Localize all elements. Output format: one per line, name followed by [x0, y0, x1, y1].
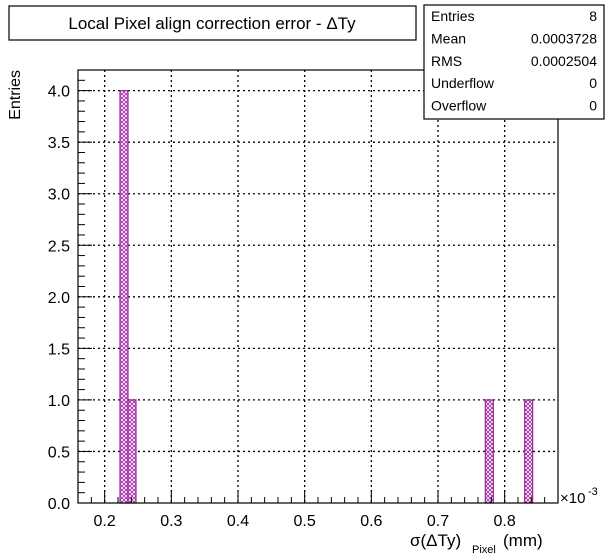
stats-label: Overflow — [431, 98, 487, 114]
x-axis-ticks: 0.2 0.3 0.4 0.5 0.6 0.7 0.8 — [77, 491, 559, 530]
stats-box: Entries 8 Mean 0.0003728 RMS 0.0002504 Underfl… — [423, 4, 605, 120]
stats-value: 0.0003728 — [531, 30, 597, 46]
stats-value: 0.0002504 — [531, 53, 597, 69]
x-exponent-base: ×10 — [560, 490, 585, 507]
y-tick-label: 2.0 — [48, 290, 70, 307]
grid-lines — [78, 70, 558, 503]
y-tick-label: 1.5 — [48, 341, 70, 358]
x-tick-label: 0.5 — [294, 513, 316, 530]
stats-value: 8 — [589, 8, 597, 24]
x-tick-label: 0.3 — [160, 513, 182, 530]
stats-label: RMS — [431, 53, 462, 69]
y-tick-label: 1.0 — [48, 393, 70, 410]
stats-value: 0 — [589, 98, 597, 114]
y-axis-ticks: 0.0 0.5 1.0 1.5 2.0 2.5 3.0 3.5 4.0 — [48, 69, 92, 513]
stats-label: Mean — [431, 30, 466, 46]
x-axis-label-main: σ(ΔTy) — [410, 531, 461, 550]
x-exponent-power: -3 — [588, 486, 598, 498]
x-axis-label-unit: (mm) — [503, 531, 543, 550]
stats-value: 0 — [589, 75, 597, 91]
y-axis-label: Entries — [7, 70, 24, 120]
histogram-bar — [484, 399, 494, 504]
chart-title: Local Pixel align correction error - ΔTy — [68, 14, 356, 33]
x-tick-label: 0.4 — [227, 513, 249, 530]
histogram-bars — [119, 90, 534, 504]
x-tick-label: 0.8 — [494, 513, 516, 530]
histogram-bar — [119, 90, 129, 504]
stats-label: Underflow — [431, 75, 495, 91]
y-tick-label: 0.0 — [48, 496, 70, 513]
x-tick-label: 0.2 — [94, 513, 116, 530]
title-box: Local Pixel align correction error - ΔTy — [8, 5, 417, 41]
y-tick-label: 2.5 — [48, 238, 70, 255]
y-tick-label: 3.5 — [48, 135, 70, 152]
y-tick-label: 4.0 — [48, 84, 70, 101]
x-tick-label: 0.7 — [427, 513, 449, 530]
stats-label: Entries — [431, 8, 475, 24]
x-tick-label: 0.6 — [360, 513, 382, 530]
x-axis-exponent: ×10 -3 — [560, 486, 598, 507]
y-tick-label: 0.5 — [48, 444, 70, 461]
x-axis-label: σ(ΔTy) Pixel (mm) — [410, 531, 543, 556]
histogram-bar — [524, 399, 534, 504]
x-axis-label-subscript: Pixel — [472, 544, 496, 556]
y-tick-label: 3.0 — [48, 187, 70, 204]
histogram-bar — [127, 399, 137, 504]
